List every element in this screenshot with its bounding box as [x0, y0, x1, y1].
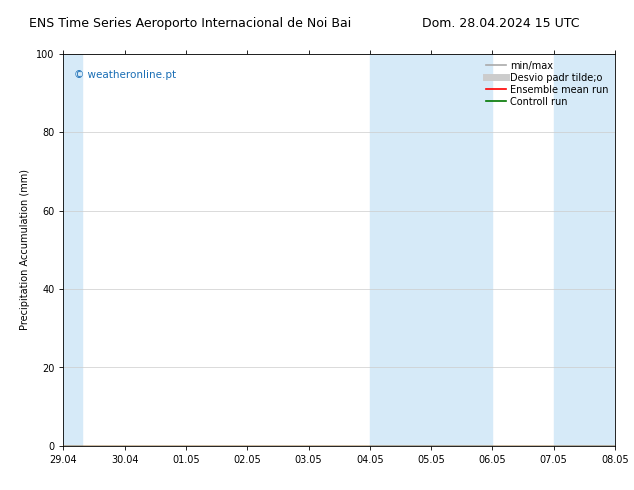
Y-axis label: Precipitation Accumulation (mm): Precipitation Accumulation (mm) — [20, 170, 30, 330]
Bar — [553, 54, 615, 446]
Legend: min/max, Desvio padr tilde;o, Ensemble mean run, Controll run: min/max, Desvio padr tilde;o, Ensemble m… — [484, 59, 610, 108]
Bar — [63, 54, 82, 446]
Text: © weatheronline.pt: © weatheronline.pt — [74, 70, 176, 79]
Text: ENS Time Series Aeroporto Internacional de Noi Bai: ENS Time Series Aeroporto Internacional … — [29, 17, 351, 30]
Bar — [370, 54, 493, 446]
Text: Dom. 28.04.2024 15 UTC: Dom. 28.04.2024 15 UTC — [422, 17, 579, 30]
